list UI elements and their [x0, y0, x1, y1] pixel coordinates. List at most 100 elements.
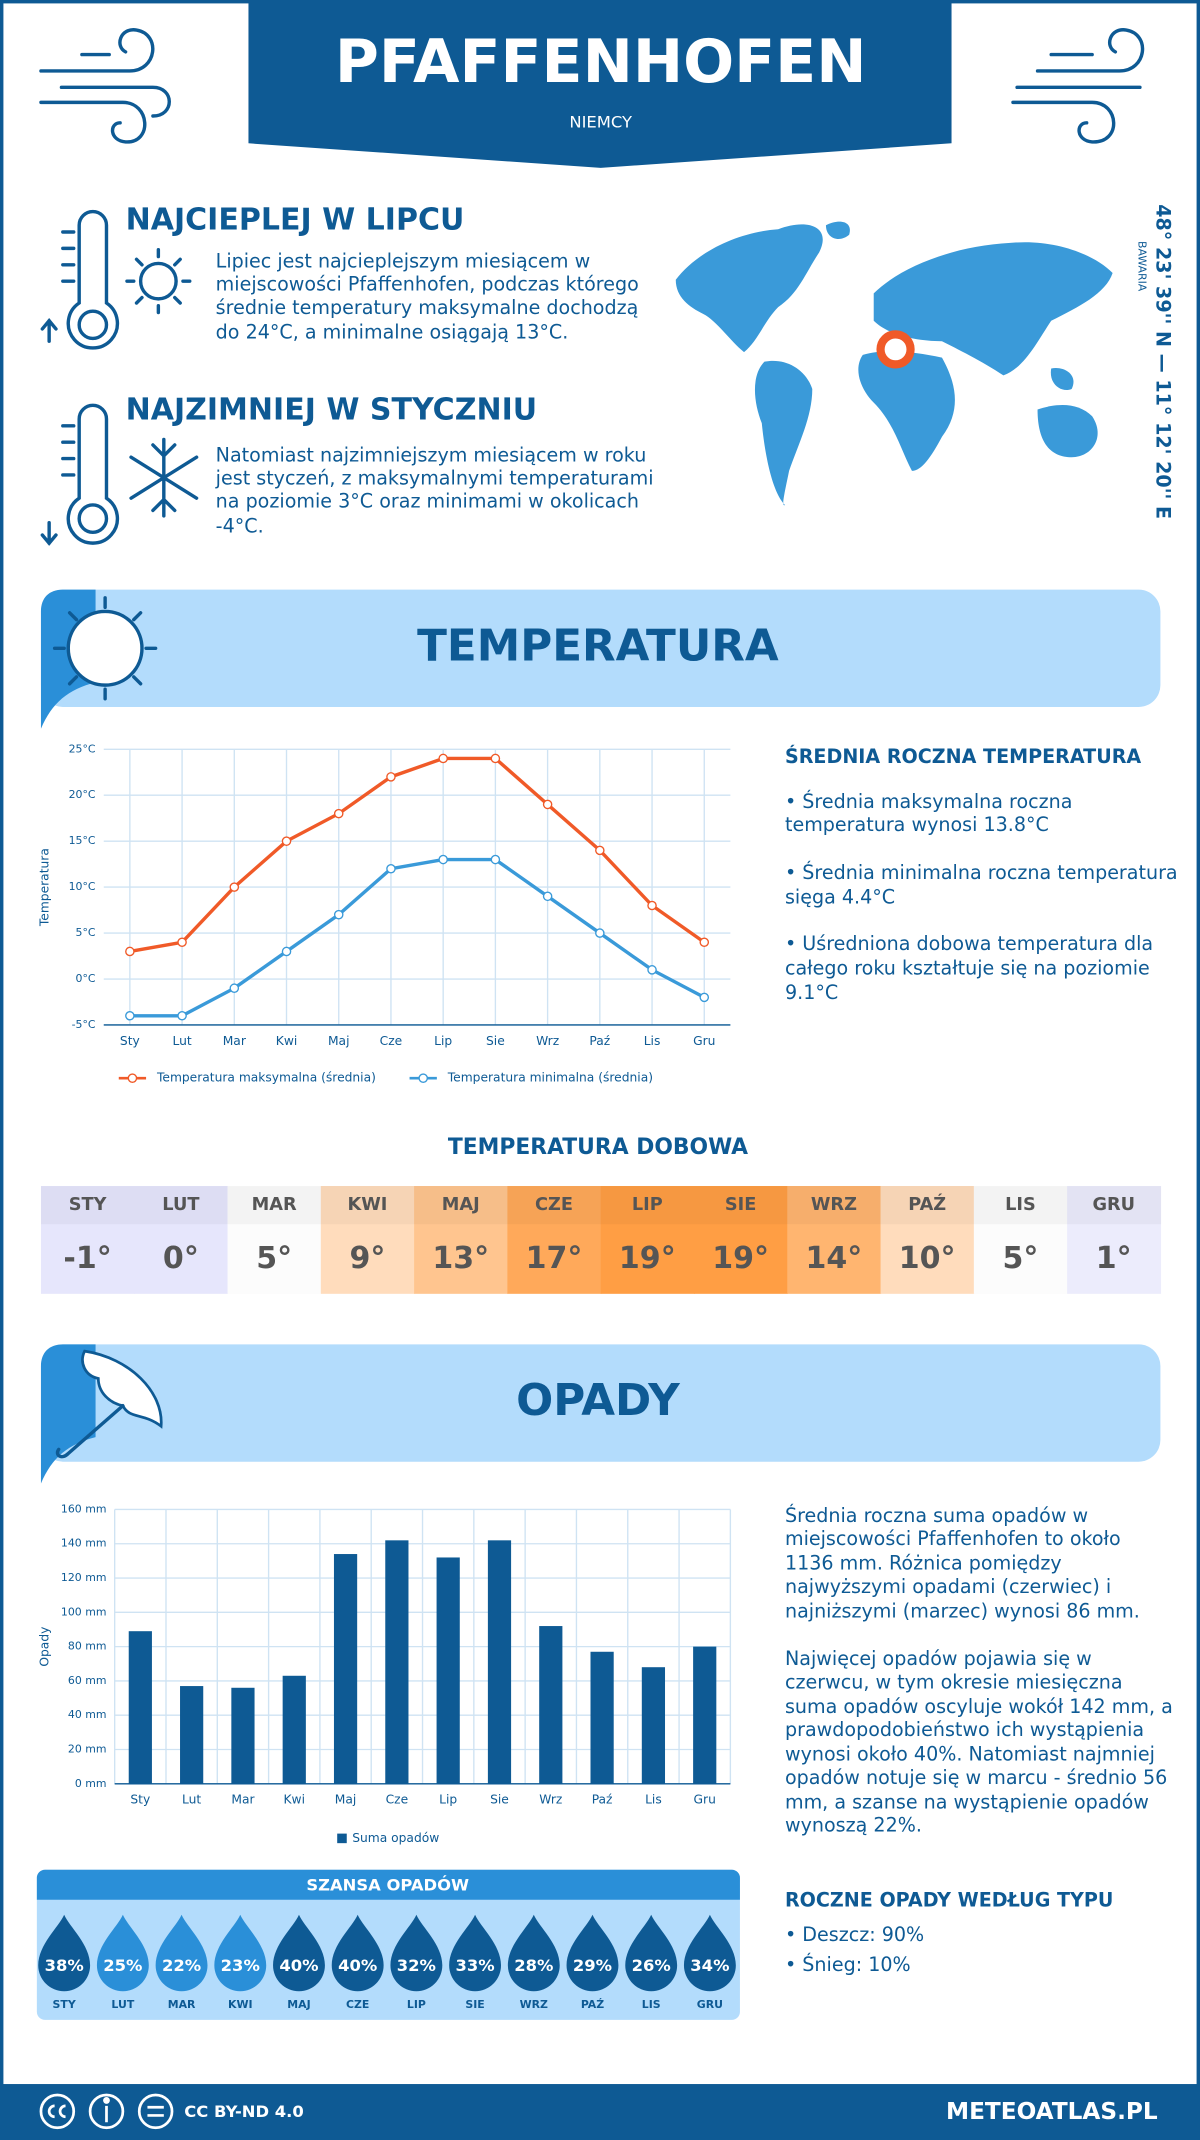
drop: [566, 1914, 619, 1992]
region: BAWARIA: [1135, 241, 1148, 292]
cell: [227, 1186, 322, 1294]
month-label: LUT: [162, 1195, 199, 1215]
text-line: mm, a szanse na wystąpienie opadów: [785, 1790, 1149, 1813]
coldest-title: NAJZIMNIEJ W STYCZNIU: [126, 392, 538, 427]
month-label: MAJ: [442, 1195, 480, 1215]
x-tick-label: Maj: [328, 1034, 350, 1048]
chance-label: 25%: [103, 1956, 142, 1975]
point: [438, 753, 448, 764]
month-label: GRU: [697, 1998, 723, 2011]
warmest-text: Lipiec jest najcieplejszym miesiącem wmi…: [216, 250, 639, 344]
section-banner: [40, 1344, 1161, 1462]
y-axis-label: Temperatura: [38, 848, 52, 927]
temp-label: 19°: [712, 1241, 769, 1276]
x-tick-label: Sty: [120, 1034, 140, 1048]
text-line: całego roku kształtuje się na poziomie: [785, 957, 1150, 980]
point: [542, 891, 553, 902]
y-tick-label: 5°C: [76, 926, 96, 939]
chance-label: 22%: [162, 1956, 201, 1975]
temp-label: 17°: [526, 1241, 583, 1276]
month-label: GRU: [1092, 1195, 1135, 1215]
chance-label: 23%: [221, 1956, 260, 1975]
month-label: KWI: [348, 1195, 388, 1215]
month-label: KWI: [228, 1998, 253, 2011]
y-tick-label: 160 mm: [61, 1502, 107, 1515]
month-label: PAŹ: [908, 1193, 946, 1215]
point: [177, 1010, 187, 1021]
x-tick-label: Lis: [644, 1034, 661, 1048]
month-label: CZE: [346, 1998, 369, 2011]
x-tick-label: Lip: [439, 1793, 457, 1807]
section-title: OPADY: [516, 1375, 681, 1426]
cell: [134, 1186, 229, 1294]
legend-label: Temperatura minimalna (średnia): [447, 1071, 653, 1085]
temp-label: 1°: [1096, 1241, 1132, 1276]
text-line: • Śnieg: 10%: [785, 1952, 911, 1976]
x-tick-label: Wrz: [539, 1793, 562, 1807]
temp-label: 5°: [1003, 1241, 1039, 1276]
text-line: do 24°C, a minimalne osiągają 13°C.: [216, 321, 569, 344]
text-line: prawdopodobieństwo ich wystąpienia: [785, 1718, 1144, 1741]
point: [490, 854, 501, 865]
month-label: STY: [69, 1195, 108, 1215]
drop: [507, 1914, 560, 1992]
month-label: MAR: [252, 1195, 297, 1215]
y-tick-label: 0°C: [76, 972, 96, 985]
cell: [787, 1186, 882, 1294]
point: [177, 937, 187, 948]
location-marker: [876, 330, 915, 369]
chance-header: [36, 1869, 740, 1900]
x-tick-label: Wrz: [536, 1034, 559, 1048]
point: [699, 937, 710, 948]
month-label: WRZ: [520, 1998, 548, 2011]
precipitation-chart: 0 mm 20 mm 40 mm 60 mm 80 mm 100 mm 120 mm 140 …: [38, 1502, 732, 1845]
daily-title: TEMPERATURA DOBOWA: [448, 1135, 748, 1160]
chance-label: 38%: [45, 1956, 84, 1975]
y-tick-label: 25°C: [69, 742, 96, 755]
drop: [155, 1914, 208, 1992]
x-tick-label: Cze: [380, 1034, 403, 1048]
cell: [507, 1186, 602, 1294]
y-tick-label: 40 mm: [68, 1708, 107, 1721]
drop: [214, 1914, 267, 1992]
text-line: jest styczeń, z maksymalnymi temperatura…: [215, 467, 654, 490]
point: [542, 799, 553, 810]
point: [386, 863, 396, 874]
legend-label: Temperatura maksymalna (średnia): [156, 1071, 376, 1085]
y-tick-label: 60 mm: [68, 1674, 107, 1687]
text-line: miejscowości Pfaffenhofen, podczas które…: [216, 273, 639, 296]
x-tick-label: Gru: [693, 1034, 715, 1048]
text-line: temperatura wynosi 13.8°C: [785, 813, 1049, 836]
chance-drops: 38% STY 25% LUT 22% MAR 23% KWI 40% MAJ 40% CZE 32% L…: [38, 1914, 736, 2011]
x-tick-label: Mar: [223, 1034, 247, 1048]
bar: [282, 1675, 306, 1784]
bar: [487, 1540, 512, 1784]
cell: [414, 1186, 509, 1294]
y-tick-label: 120 mm: [61, 1571, 107, 1584]
bar: [333, 1554, 358, 1784]
y-tick-label: 15°C: [69, 834, 96, 847]
month-label: STY: [53, 1998, 76, 2011]
point: [595, 845, 605, 856]
month-label: SIE: [465, 1998, 484, 2011]
temp-label: 19°: [619, 1241, 676, 1276]
text-line: suma opadów oscyluje wokół 142 mm, a: [785, 1695, 1173, 1718]
point: [490, 753, 501, 764]
month-label: MAJ: [287, 1998, 310, 2011]
legend-swatch: [127, 1073, 138, 1083]
legend-swatch: [418, 1073, 428, 1083]
city-title: PFAFFENHOFEN: [335, 27, 867, 97]
text-line: 9.1°C: [785, 981, 838, 1004]
bar: [180, 1686, 204, 1784]
x-tick-label: Cze: [386, 1793, 409, 1807]
temp-label: 9°: [350, 1241, 386, 1276]
cell: [600, 1186, 695, 1294]
x-tick-label: Maj: [335, 1793, 357, 1807]
text-line: na poziomie 3°C oraz minimami w okolicac…: [216, 490, 639, 513]
text-line: Najwięcej opadów pojawia się w: [785, 1647, 1092, 1670]
bar: [590, 1651, 614, 1784]
daily-table: STY -1° LUT 0° MAR 5° KWI 9° MAJ 13° CZE 17° LIP 19° S…: [40, 1186, 1162, 1294]
temp-label: -1°: [63, 1241, 111, 1276]
text-line: najniższymi (marzec) wynosi 86 mm.: [785, 1599, 1140, 1622]
